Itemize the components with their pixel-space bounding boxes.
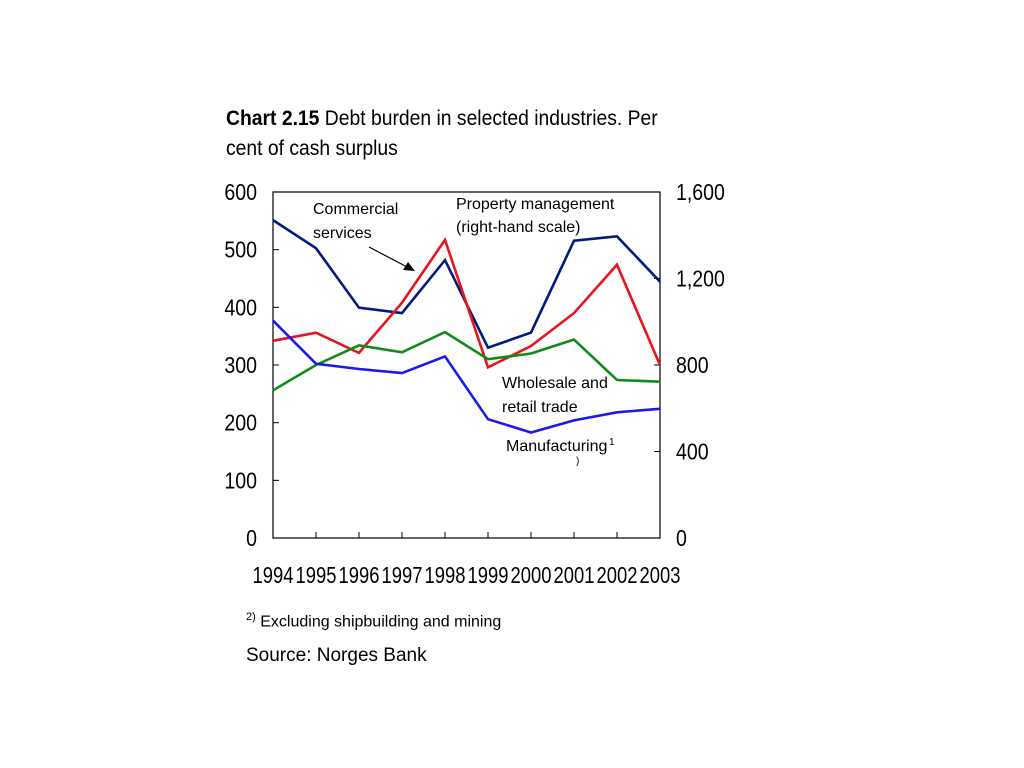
annotation-manufacturing: Manufacturing: [506, 438, 607, 455]
x-tick-label: 1995: [296, 563, 337, 588]
footnote-marker: 2): [246, 611, 256, 623]
left-tick-label: 300: [224, 353, 257, 379]
series-line-manufacturing: [272, 319, 661, 434]
right-tick-label: 0: [676, 526, 687, 552]
right-tick-label: 400: [676, 439, 709, 465]
chart-title: Chart 2.15 Debt burden in selected indus…: [226, 104, 677, 164]
x-tick-label: 2001: [554, 563, 595, 588]
chart-title-text: Debt burden in selected industries. Per …: [226, 107, 658, 160]
right-tick-label: 1,600: [676, 180, 725, 206]
annotation-manufacturing-sup2: ): [576, 456, 579, 467]
x-tick-label: 2003: [640, 563, 681, 588]
x-tick-label: 1997: [382, 563, 423, 588]
x-tick-label: 1996: [339, 563, 380, 588]
left-tick-label: 500: [224, 237, 257, 263]
series-line-commercial: [272, 237, 662, 370]
annotation-commercial-line2: services: [313, 225, 372, 242]
footnote: 2) Excluding shipbuilding and mining: [246, 611, 501, 631]
x-tick-label: 2000: [511, 563, 552, 588]
chart-lines: [272, 219, 662, 434]
left-tick-label: 400: [224, 295, 257, 321]
annotation-manufacturing-sup: 1: [609, 437, 615, 448]
left-tick-label: 100: [224, 468, 257, 494]
source-note: Source: Norges Bank: [246, 645, 427, 666]
annotation-arrow-line: [368, 246, 410, 269]
annotation-property-line2: (right-hand scale): [456, 219, 581, 236]
annotation-commercial-line1: Commercial: [313, 201, 398, 218]
annotation-wholesale-line2: retail trade: [502, 399, 578, 416]
right-tick-label: 800: [676, 353, 709, 379]
chart-title-label: Chart 2.15: [226, 107, 320, 130]
left-tick-label: 600: [224, 180, 257, 206]
left-tick-label: 200: [224, 410, 257, 436]
chart-labels: Commercial services Property management …: [313, 196, 615, 467]
x-tick-label: 1994: [253, 563, 294, 588]
x-tick-label: 2002: [597, 563, 638, 588]
right-tick-label: 1,200: [676, 266, 725, 292]
x-tick-label: 1998: [425, 563, 466, 588]
annotation-property-line1: Property management: [456, 196, 615, 213]
series-line-wholesale: [272, 330, 661, 392]
left-tick-label: 0: [246, 526, 257, 552]
x-tick-label: 1999: [468, 563, 509, 588]
annotation-arrow-head: [403, 262, 415, 271]
footnote-text: Excluding shipbuilding and mining: [260, 613, 502, 631]
chart-axes: 0 100 200 300 400 500 600 0 400 800 1,200 1,600 1994…: [224, 180, 725, 589]
annotation-wholesale-line1: Wholesale and: [502, 375, 608, 392]
